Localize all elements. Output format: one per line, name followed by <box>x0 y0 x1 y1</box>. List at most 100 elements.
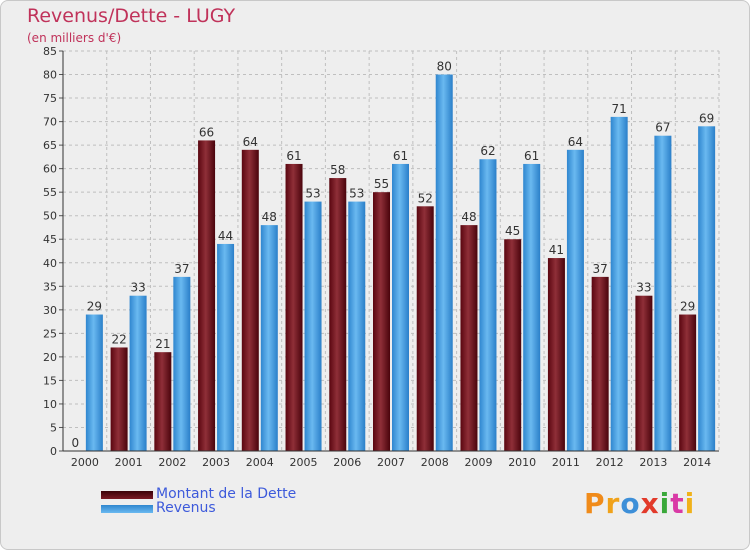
value-label-dette: 22 <box>111 332 126 346</box>
value-label-revenus: 80 <box>437 60 452 74</box>
value-label-dette: 21 <box>155 337 170 351</box>
value-label-revenus: 48 <box>262 210 277 224</box>
bar-dette <box>241 149 259 451</box>
value-label-revenus: 37 <box>174 262 189 276</box>
value-label-revenus: 64 <box>568 135 583 149</box>
y-tick-label: 70 <box>43 116 57 129</box>
value-label-revenus: 71 <box>612 102 627 116</box>
value-label-dette: 55 <box>374 177 389 191</box>
bar-revenus <box>435 74 453 451</box>
y-tick-label: 60 <box>43 163 57 176</box>
logo-letter: P <box>584 487 606 520</box>
bar-dette <box>591 276 609 451</box>
x-tick-label: 2001 <box>115 456 143 469</box>
y-tick-label: 10 <box>43 398 57 411</box>
bar-dette <box>416 206 434 451</box>
value-label-revenus: 53 <box>349 187 364 201</box>
value-label-revenus: 62 <box>480 144 495 158</box>
bar-revenus <box>566 149 584 451</box>
value-label-revenus: 44 <box>218 229 233 243</box>
logo-letter: o <box>620 487 641 520</box>
value-label-dette: 52 <box>418 191 433 205</box>
y-tick-label: 15 <box>43 374 57 387</box>
chart-title: Revenus/Dette - LUGY <box>27 5 236 27</box>
bar-revenus <box>217 243 235 451</box>
bar-dette <box>547 258 565 451</box>
bars: 0 29 22 33 21 37 66 44 64 48 61 53 58 53 55 61 52 80 48 62 4… <box>72 60 716 452</box>
y-tick-label: 85 <box>43 45 57 58</box>
bar-dette <box>679 314 697 451</box>
value-label-dette: 61 <box>286 149 301 163</box>
x-tick-label: 2014 <box>683 456 711 469</box>
bar-revenus <box>523 163 541 452</box>
x-tick-label: 2010 <box>508 456 536 469</box>
value-label-dette: 45 <box>505 224 520 238</box>
bar-revenus <box>479 159 497 451</box>
logo-letter: x <box>640 487 660 520</box>
x-tick-label: 2009 <box>464 456 492 469</box>
logo-letter: i <box>659 487 671 520</box>
value-label-revenus: 67 <box>655 121 670 135</box>
value-label-dette: 41 <box>549 243 564 257</box>
axes: 0 5 10 15 20 25 30 35 40 45 50 55 60 65 70 75 80 85 2000 20… <box>43 45 719 469</box>
value-label-dette: 29 <box>680 300 695 314</box>
value-label-revenus: 69 <box>699 111 714 125</box>
value-label-revenus: 33 <box>130 281 145 295</box>
y-tick-label: 40 <box>43 257 57 270</box>
value-label-dette: 58 <box>330 163 345 177</box>
proxiti-logo: Proxiti <box>584 487 695 520</box>
value-label-dette: 0 <box>72 436 80 450</box>
bar-revenus <box>173 276 191 451</box>
value-label-dette: 64 <box>243 135 258 149</box>
bar-dette <box>198 140 216 452</box>
x-tick-label: 2005 <box>290 456 318 469</box>
x-tick-label: 2008 <box>421 456 449 469</box>
logo-letter: i <box>684 487 696 520</box>
legend-label-debt: Montant de la Dette <box>156 486 297 502</box>
y-tick-label: 55 <box>43 186 57 199</box>
y-tick-label: 45 <box>43 233 57 246</box>
bar-dette <box>329 178 347 451</box>
y-tick-label: 25 <box>43 327 57 340</box>
x-tick-label: 2000 <box>71 456 99 469</box>
y-tick-label: 35 <box>43 280 57 293</box>
x-tick-label: 2011 <box>552 456 580 469</box>
y-tick-label: 0 <box>50 445 57 458</box>
x-tick-label: 2002 <box>158 456 186 469</box>
chart-subtitle: (en milliers d'€) <box>27 31 122 45</box>
x-tick-label: 2012 <box>596 456 624 469</box>
bar-dette <box>373 192 390 452</box>
bar-dette <box>154 352 172 451</box>
grid-lines <box>62 50 720 452</box>
value-label-revenus: 61 <box>524 149 539 163</box>
logo-letter: r <box>605 487 621 520</box>
value-label-revenus: 53 <box>305 187 320 201</box>
bar-revenus <box>85 314 103 451</box>
bar-revenus <box>654 135 672 452</box>
x-tick-label: 2004 <box>246 456 274 469</box>
bar-revenus <box>260 225 278 451</box>
bar-revenus <box>698 126 716 451</box>
bar-dette <box>460 225 478 451</box>
bar-revenus <box>348 201 366 451</box>
legend-swatch-debt <box>101 491 153 499</box>
x-tick-label: 2013 <box>639 456 667 469</box>
y-tick-label: 75 <box>43 92 57 105</box>
bar-revenus <box>392 163 409 452</box>
value-label-dette: 33 <box>636 281 651 295</box>
bar-dette <box>504 239 522 451</box>
value-label-revenus: 29 <box>87 300 102 314</box>
x-tick-label: 2003 <box>202 456 230 469</box>
y-tick-label: 80 <box>43 69 57 82</box>
logo-letter: t <box>670 487 685 520</box>
bar-dette <box>285 163 303 452</box>
value-label-revenus: 61 <box>393 149 408 163</box>
bar-dette <box>635 295 653 451</box>
bar-revenus <box>610 116 628 451</box>
y-tick-label: 65 <box>43 139 57 152</box>
bar-dette <box>110 347 128 451</box>
bar-revenus <box>304 201 322 451</box>
bar-revenus <box>129 295 147 451</box>
